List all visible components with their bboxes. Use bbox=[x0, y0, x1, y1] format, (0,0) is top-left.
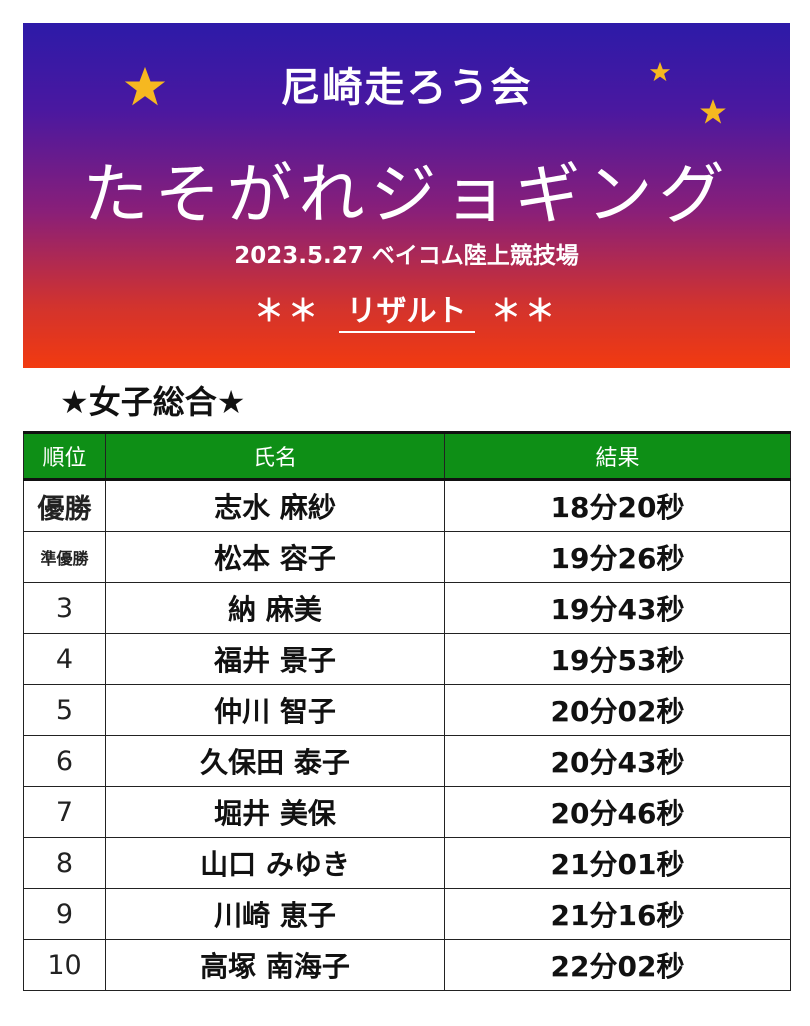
rank-cell: 8 bbox=[23, 837, 106, 889]
name-cell: 久保田 泰子 bbox=[105, 735, 445, 787]
table-row: 3 納 麻美 19分43秒 bbox=[23, 582, 791, 634]
time-cell: 21分01秒 bbox=[444, 837, 791, 889]
time-cell: 20分02秒 bbox=[444, 684, 791, 736]
rank-cell: 10 bbox=[23, 939, 106, 991]
name-cell: 仲川 智子 bbox=[105, 684, 445, 736]
name-cell: 高塚 南海子 bbox=[105, 939, 445, 991]
result-title: リザルト bbox=[338, 294, 475, 333]
star-icon bbox=[700, 99, 726, 124]
time-cell: 18分20秒 bbox=[444, 479, 791, 532]
name-cell: 納 麻美 bbox=[105, 582, 445, 634]
rank-cell: 優勝 bbox=[23, 479, 106, 532]
event-title: たそがれジョギング bbox=[82, 156, 731, 233]
name-cell: 福井 景子 bbox=[105, 633, 445, 685]
time-cell: 21分16秒 bbox=[444, 888, 791, 940]
rank-cell: 3 bbox=[23, 582, 106, 634]
table-row: 8 山口 みゆき 21分01秒 bbox=[23, 837, 791, 889]
name-cell: 山口 みゆき bbox=[105, 837, 445, 889]
name-cell: 川崎 恵子 bbox=[105, 888, 445, 940]
rank-cell: 7 bbox=[23, 786, 106, 838]
time-cell: 20分43秒 bbox=[444, 735, 791, 787]
time-cell: 19分43秒 bbox=[444, 582, 791, 634]
result-decoration: ＊＊ bbox=[254, 294, 323, 329]
table-row: 準優勝 松本 容子 19分26秒 bbox=[23, 531, 791, 583]
rank-cell: 5 bbox=[23, 684, 106, 736]
column-header-time: 結果 bbox=[444, 432, 791, 481]
result-decoration: ＊＊ bbox=[490, 294, 559, 329]
date-venue: 2023.5.27 ベイコム陸上競技場 bbox=[234, 243, 579, 269]
organization-name: 尼崎走ろう会 bbox=[280, 65, 533, 111]
rank-cell: 準優勝 bbox=[23, 531, 106, 583]
table-header-row: 順位 氏名 結果 bbox=[23, 432, 791, 481]
section-title: ★女子総合★ bbox=[60, 383, 246, 421]
table-row: 6 久保田 泰子 20分43秒 bbox=[23, 735, 791, 787]
time-cell: 19分26秒 bbox=[444, 531, 791, 583]
result-heading: ＊＊ リザルト ＊＊ bbox=[23, 286, 790, 333]
table-row: 4 福井 景子 19分53秒 bbox=[23, 633, 791, 685]
header-banner: 尼崎走ろう会 たそがれジョギング 2023.5.27 ベイコム陸上競技場 ＊＊ … bbox=[23, 23, 790, 368]
name-cell: 志水 麻紗 bbox=[105, 479, 445, 532]
results-table: 順位 氏名 結果 優勝 志水 麻紗 18分20秒 準優勝 松本 容子 19分26… bbox=[23, 431, 791, 991]
table-row: 7 堀井 美保 20分46秒 bbox=[23, 786, 791, 838]
name-cell: 松本 容子 bbox=[105, 531, 445, 583]
star-icon bbox=[649, 61, 671, 82]
time-cell: 19分53秒 bbox=[444, 633, 791, 685]
time-cell: 22分02秒 bbox=[444, 939, 791, 991]
table-row: 10 高塚 南海子 22分02秒 bbox=[23, 939, 791, 991]
name-cell: 堀井 美保 bbox=[105, 786, 445, 838]
star-icon bbox=[124, 66, 166, 106]
table-row: 9 川崎 恵子 21分16秒 bbox=[23, 888, 791, 940]
rank-cell: 4 bbox=[23, 633, 106, 685]
table-row: 5 仲川 智子 20分02秒 bbox=[23, 684, 791, 736]
time-cell: 20分46秒 bbox=[444, 786, 791, 838]
rank-cell: 6 bbox=[23, 735, 106, 787]
rank-cell: 9 bbox=[23, 888, 106, 940]
column-header-name: 氏名 bbox=[105, 432, 445, 481]
column-header-rank: 順位 bbox=[23, 432, 106, 481]
table-row: 優勝 志水 麻紗 18分20秒 bbox=[23, 479, 791, 532]
